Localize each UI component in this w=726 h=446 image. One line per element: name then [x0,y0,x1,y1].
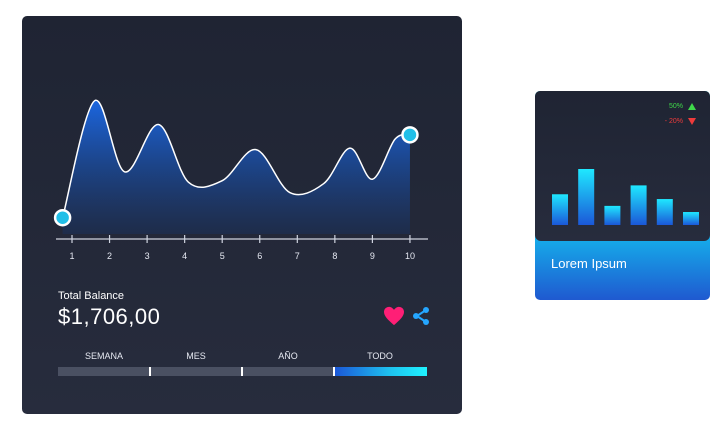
x-tick-label: 7 [295,251,300,261]
stat-up-value: 50% [668,103,683,110]
x-tick-label: 1 [69,251,74,261]
bar [552,194,568,225]
x-tick-label: 9 [370,251,375,261]
total-balance-label: Total Balance [58,290,125,302]
bar [630,185,647,225]
bar [683,212,699,225]
x-tick-label: 5 [220,251,225,261]
stat-down-value: - 20% [664,118,683,125]
period-divider [241,367,243,376]
stats-card-chart-area: 50% - 20% [535,91,710,241]
data-point-marker[interactable] [53,208,72,227]
heart-icon[interactable] [383,306,405,326]
period-divider [149,367,151,376]
x-tick-label: 3 [145,251,150,261]
data-point-marker[interactable] [401,126,419,144]
stat-down: - 20% [665,118,696,125]
share-icon[interactable] [411,306,431,326]
arrow-up-icon [688,103,696,110]
x-tick-label: 8 [332,251,337,261]
bar [578,169,595,225]
x-tick-label: 10 [405,251,415,261]
period-tab-mes[interactable]: MES [186,351,206,361]
period-slider-selection [335,367,427,376]
period-tab-semana[interactable]: SEMANA [84,351,123,361]
stats-bar-chart [552,169,699,225]
balance-line [61,100,411,218]
card-title: Lorem Ipsum [551,256,627,271]
period-divider [333,367,335,376]
x-tick-label: 6 [257,251,262,261]
stat-up: 50% [669,103,696,110]
stats-card[interactable]: 50% - 20% Lorem Ipsum [535,91,710,300]
x-tick-label: 2 [107,251,112,261]
x-tick-label: 4 [182,251,187,261]
total-balance-value: $1,706,00 [58,304,161,329]
period-slider[interactable] [58,367,427,376]
bar [604,205,621,225]
balance-chart: 1 2 3 4 5 6 7 8 9 10 [53,100,428,261]
bar [656,199,673,225]
arrow-down-icon [688,118,696,125]
period-tab-ano[interactable]: AÑO [278,351,298,361]
period-tab-todo[interactable]: TODO [367,351,393,361]
balance-panel: 1 2 3 4 5 6 7 8 9 10 Total Balance $1,706,00 SEMA… [22,16,462,414]
